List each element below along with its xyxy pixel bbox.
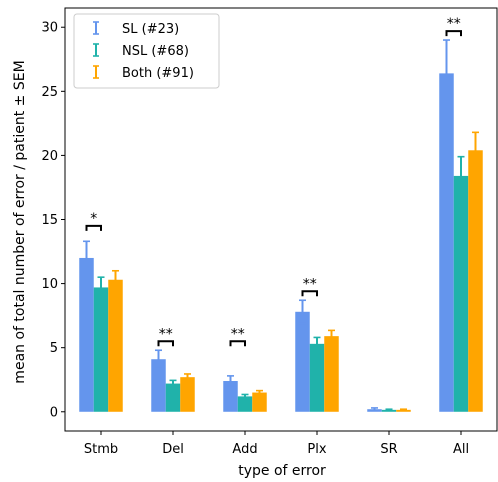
x-tick-label: Add: [232, 442, 257, 457]
axes: 0 5 10 15 20 25 30 Stmb Del Add Plx SR All: [41, 7, 498, 457]
significance-bracket: [445, 30, 462, 37]
legend-label: NSL (#68): [122, 44, 189, 59]
legend-label: SL (#23): [122, 22, 179, 37]
significance-bracket: [157, 340, 174, 347]
significance-label: **: [303, 276, 317, 292]
significance-markers: *** ******: [85, 16, 462, 347]
significance-bracket: [85, 224, 102, 231]
bar-plx-1: [309, 343, 325, 412]
significance-bracket: [229, 340, 246, 347]
y-tick-label: 15: [41, 213, 58, 228]
bar-all-2: [468, 150, 483, 412]
bar-add-1: [237, 396, 253, 412]
y-tick-label: 25: [41, 85, 58, 100]
bar-del-0: [151, 359, 166, 412]
x-axis-label: type of error: [238, 463, 326, 479]
significance-label: **: [159, 326, 173, 342]
error-bars: [83, 39, 479, 412]
bars: [79, 73, 483, 412]
x-tick-label: Plx: [307, 442, 326, 457]
bar-stmb-2: [108, 279, 123, 412]
legend-label: Both (#91): [122, 66, 194, 81]
significance-label: **: [447, 16, 461, 32]
x-tick-label: SR: [380, 442, 397, 457]
significance-bracket: [301, 290, 318, 297]
significance-label: *: [90, 211, 97, 227]
x-tick-label: All: [453, 442, 469, 457]
y-tick-label: 0: [50, 405, 58, 420]
x-tick-label: Del: [162, 442, 184, 457]
bar-add-0: [223, 381, 238, 412]
significance-label: **: [231, 326, 245, 342]
y-tick-label: 5: [50, 341, 58, 356]
y-axis-label: mean of total number of error / patient …: [12, 60, 28, 383]
bar-del-2: [180, 377, 195, 412]
bar-add-2: [252, 392, 267, 412]
bar-plx-2: [324, 336, 339, 412]
bar-plx-0: [295, 311, 310, 412]
legend: SL (#23) NSL (#68) Both (#91): [73, 13, 220, 89]
bar-all-1: [453, 175, 469, 412]
bar-stmb-1: [93, 287, 109, 412]
y-tick-label: 20: [41, 149, 58, 164]
legend-box: [73, 13, 220, 89]
y-tick-label: 30: [41, 21, 58, 36]
bar-del-1: [165, 383, 181, 412]
bar-stmb-0: [79, 257, 94, 412]
x-tick-label: Stmb: [84, 442, 118, 457]
bar-all-0: [439, 73, 454, 412]
y-tick-label: 10: [41, 277, 58, 292]
